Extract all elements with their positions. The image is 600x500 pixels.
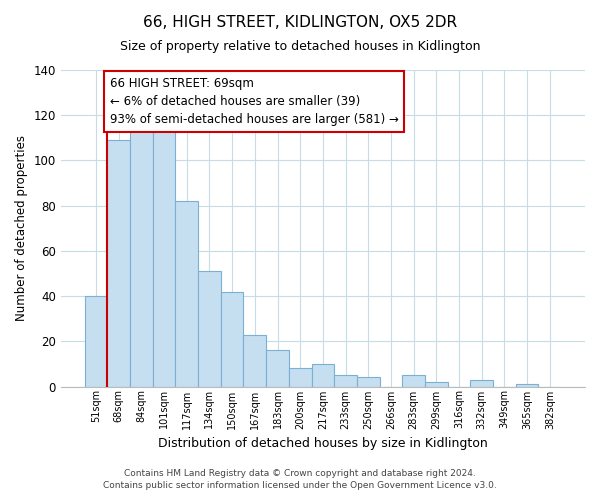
- Bar: [357, 378, 380, 386]
- Bar: [198, 271, 221, 386]
- Bar: [311, 364, 334, 386]
- Y-axis label: Number of detached properties: Number of detached properties: [15, 136, 28, 322]
- Bar: [175, 201, 198, 386]
- Bar: [266, 350, 289, 386]
- Bar: [244, 334, 266, 386]
- Bar: [130, 122, 152, 386]
- Bar: [425, 382, 448, 386]
- Bar: [516, 384, 538, 386]
- Bar: [152, 126, 175, 386]
- Text: Contains HM Land Registry data © Crown copyright and database right 2024.
Contai: Contains HM Land Registry data © Crown c…: [103, 468, 497, 490]
- Bar: [85, 296, 107, 386]
- Text: 66 HIGH STREET: 69sqm
← 6% of detached houses are smaller (39)
93% of semi-detac: 66 HIGH STREET: 69sqm ← 6% of detached h…: [110, 77, 398, 126]
- X-axis label: Distribution of detached houses by size in Kidlington: Distribution of detached houses by size …: [158, 437, 488, 450]
- Bar: [107, 140, 130, 386]
- Text: 66, HIGH STREET, KIDLINGTON, OX5 2DR: 66, HIGH STREET, KIDLINGTON, OX5 2DR: [143, 15, 457, 30]
- Bar: [403, 375, 425, 386]
- Text: Size of property relative to detached houses in Kidlington: Size of property relative to detached ho…: [120, 40, 480, 53]
- Bar: [334, 375, 357, 386]
- Bar: [289, 368, 311, 386]
- Bar: [470, 380, 493, 386]
- Bar: [221, 292, 244, 386]
